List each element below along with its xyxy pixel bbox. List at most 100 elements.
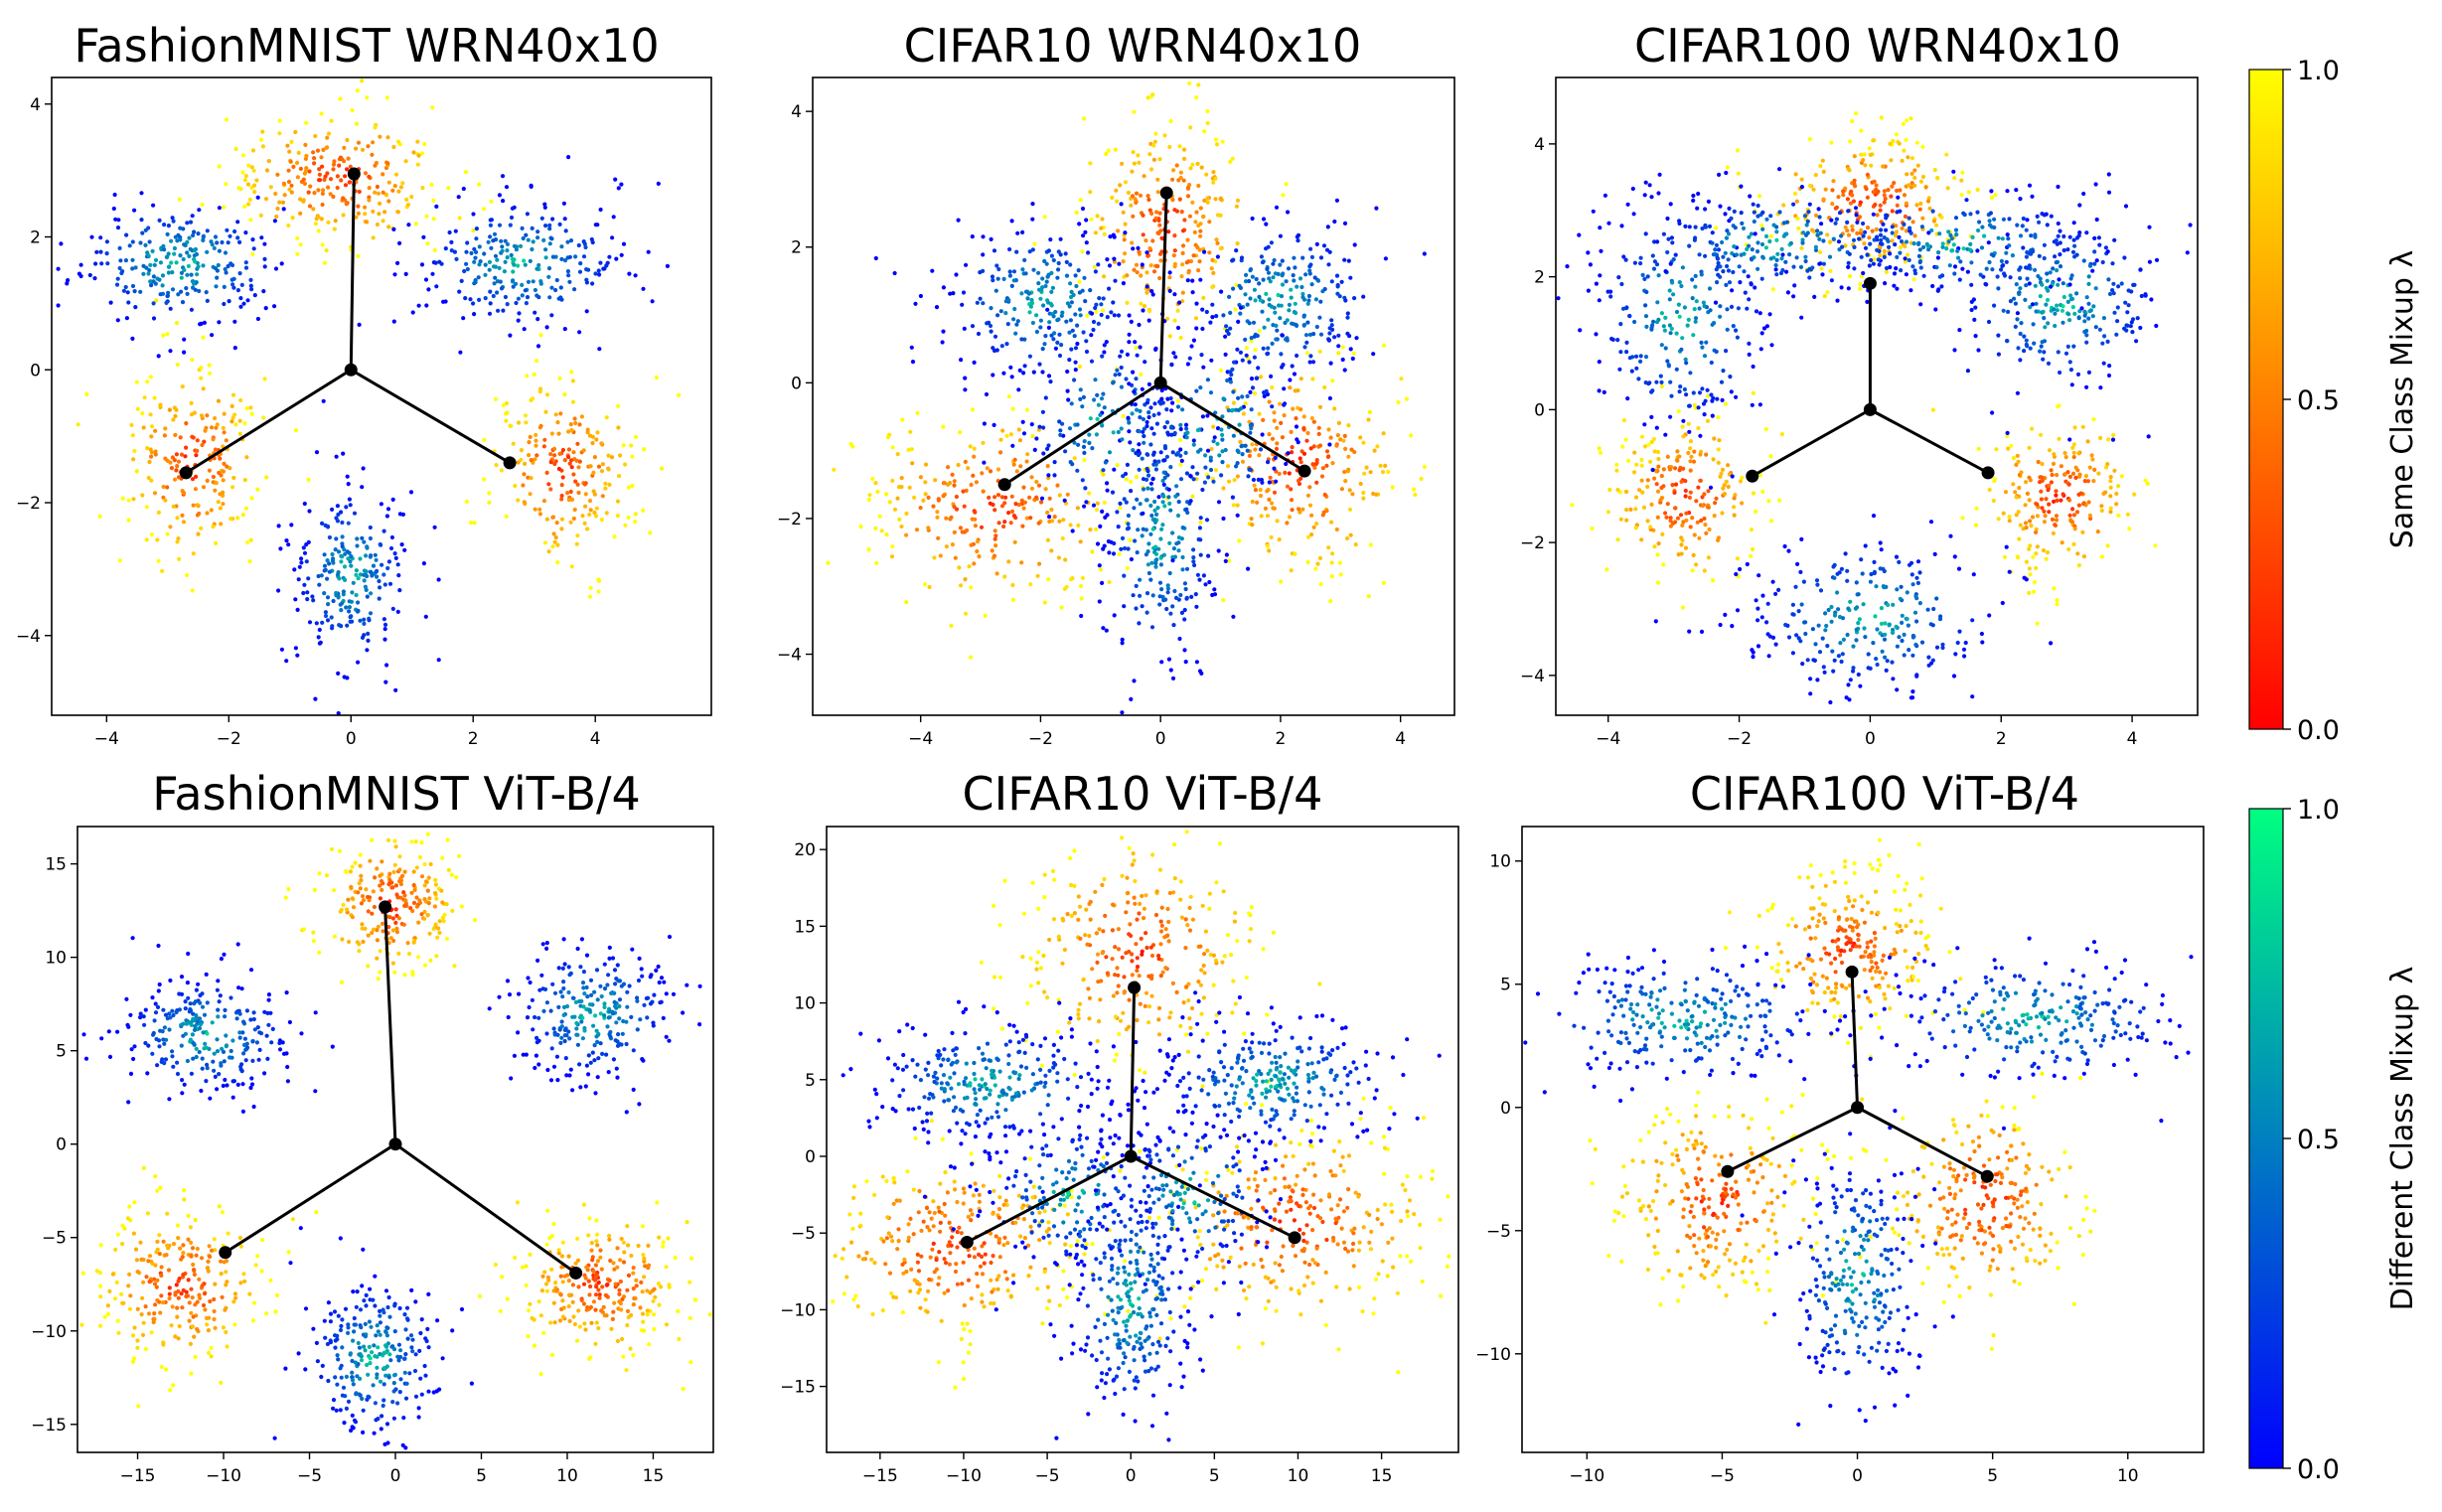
scatter-point [962,326,967,331]
scatter-point [182,242,187,247]
scatter-point [569,465,574,470]
scatter-point [293,428,298,433]
scatter-point [1153,544,1158,549]
scatter-point [1165,583,1170,588]
scatter-point [1624,489,1629,495]
scatter-point [166,290,171,295]
scatter-point [1839,566,1844,571]
scatter-point [508,333,513,338]
scatter-point [2052,452,2057,457]
scatter-point [184,445,189,450]
scatter-point [1188,474,1193,479]
scatter-point [2074,291,2079,296]
scatter-point [1841,637,1846,643]
scatter-point [994,263,999,268]
scatter-point [580,514,585,519]
scatter-point [2069,520,2075,525]
scatter-point [422,141,427,147]
scatter-point [2067,498,2072,503]
scatter-point [2087,263,2093,268]
scatter-point [1624,340,1629,345]
scatter-point [996,521,1001,526]
scatter-point [314,621,319,626]
scatter-point [1115,368,1120,373]
scatter-point [1740,501,1745,506]
scatter-point [1149,426,1154,431]
scatter-point [1022,500,1027,505]
scatter-point [1147,246,1152,251]
scatter-point [2125,310,2130,315]
scatter-point [1092,264,1097,269]
scatter-point [1288,385,1293,390]
scatter-point [366,144,371,149]
scatter-point [2138,267,2143,272]
scatter-point [1045,537,1050,542]
scatter-point [1147,152,1152,157]
scatter-point [2110,437,2116,442]
scatter-point [477,297,482,302]
scatter-point [1799,245,1804,250]
scatter-point [143,227,148,232]
scatter-point [313,133,318,139]
scatter-point [168,525,173,529]
scatter-point [1244,272,1249,277]
scatter-point [1201,573,1206,578]
scatter-point [1079,596,1084,601]
scatter-point [2018,358,2023,363]
scatter-point [195,272,200,277]
scatter-point [2084,340,2089,345]
scatter-point [172,245,177,251]
scatter-point [322,552,327,557]
scatter-point [2110,288,2115,293]
scatter-point [1862,626,1867,631]
scatter-point [2056,184,2060,190]
x-tick-label: −4 [908,729,933,749]
scatter-point [362,617,367,622]
scatter-point [555,560,560,565]
scatter-point [581,448,586,453]
scatter-point [1651,266,1657,271]
scatter-point [1193,242,1198,247]
scatter-point [548,460,553,465]
scatter-point [315,148,321,153]
scatter-point [1695,206,1700,211]
scatter-point [1301,297,1307,302]
scatter-point [193,487,198,492]
scatter-point [1231,433,1236,438]
scatter-point [2040,461,2045,467]
scatter-point [483,272,488,277]
scatter-point [610,235,615,240]
scatter-point [1677,389,1682,394]
scatter-point [968,655,974,660]
scatter-point [1845,578,1850,583]
scatter-point [1633,507,1638,512]
scatter-point [331,556,336,561]
scatter-point [228,233,232,238]
scatter-point [1267,297,1272,302]
scatter-point [543,247,548,252]
scatter-point [1317,555,1323,561]
scatter-point [326,602,331,607]
scatter-point [1868,241,1873,246]
scatter-point [1328,599,1333,604]
scatter-point [2061,233,2066,239]
scatter-point [1598,226,1603,230]
scatter-point [1150,92,1155,97]
scatter-point [1253,298,1258,303]
scatter-point [1093,269,1098,274]
scatter-point [1051,337,1056,342]
scatter-point [288,159,293,164]
simplex-line [1159,381,1305,473]
scatter-point [1224,552,1229,557]
plot-frame [51,76,712,716]
scatter-point [2001,308,2006,313]
scatter-point [1717,438,1722,443]
scatter-point [153,449,158,454]
scatter-point [1358,435,1363,440]
scatter-point [1098,567,1103,572]
scatter-point [2154,257,2160,262]
scatter-point [404,197,409,202]
scatter-point [2067,360,2072,365]
scatter-point [1193,316,1199,321]
